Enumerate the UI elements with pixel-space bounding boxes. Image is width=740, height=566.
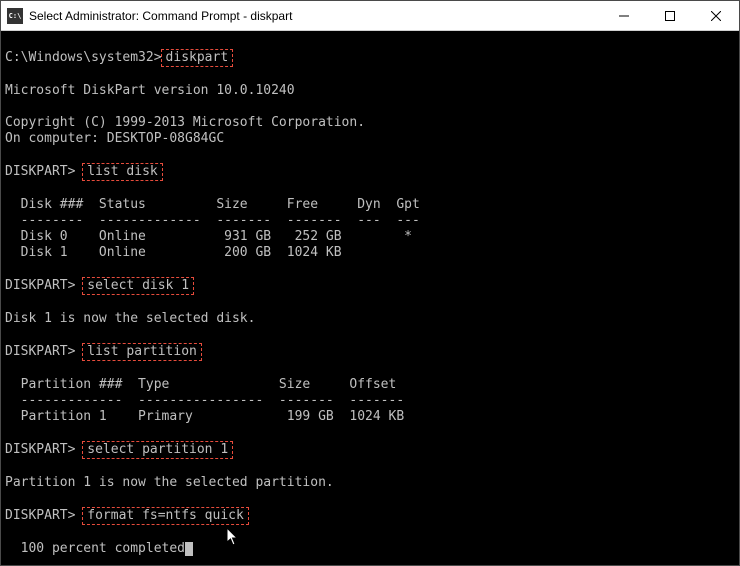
diskpart-prompt: DISKPART>: [5, 442, 83, 457]
cmd-select-partition: select partition 1: [82, 441, 233, 459]
diskpart-prompt: DISKPART>: [5, 508, 83, 523]
diskpart-prompt: DISKPART>: [5, 164, 83, 179]
disk-row-1: Disk 1 Online 200 GB 1024 KB: [5, 245, 342, 260]
select-partition-msg: Partition 1 is now the selected partitio…: [5, 475, 334, 490]
cmd-list-disk: list disk: [82, 163, 162, 181]
progress-text: 100 percent completed: [5, 541, 185, 556]
disk-row-0: Disk 0 Online 931 GB 252 GB *: [5, 229, 412, 244]
cmd-icon: C:\: [7, 8, 23, 24]
cmd-diskpart: diskpart: [161, 49, 234, 67]
partition-row-1: Partition 1 Primary 199 GB 1024 KB: [5, 409, 404, 424]
cmd-format: format fs=ntfs quick: [82, 507, 249, 525]
titlebar[interactable]: C:\ Select Administrator: Command Prompt…: [1, 1, 739, 31]
text-cursor: [185, 542, 193, 556]
window-title: Select Administrator: Command Prompt - d…: [29, 9, 601, 23]
mouse-cursor-icon: [227, 528, 241, 546]
partition-table-divider: ------------- ---------------- ------- -…: [5, 393, 404, 408]
maximize-button[interactable]: [647, 1, 693, 30]
close-button[interactable]: [693, 1, 739, 30]
diskpart-prompt: DISKPART>: [5, 344, 83, 359]
diskpart-prompt: DISKPART>: [5, 278, 83, 293]
version-text: Microsoft DiskPart version 10.0.10240: [5, 83, 295, 98]
select-disk-msg: Disk 1 is now the selected disk.: [5, 311, 255, 326]
console-area[interactable]: C:\Windows\system32>diskpart Microsoft D…: [1, 31, 739, 565]
cmd-list-partition: list partition: [82, 343, 202, 361]
copyright-text: Copyright (C) 1999-2013 Microsoft Corpor…: [5, 115, 365, 130]
prompt-path: C:\Windows\system32>: [5, 50, 162, 65]
minimize-button[interactable]: [601, 1, 647, 30]
cmd-select-disk: select disk 1: [82, 277, 194, 295]
computer-text: On computer: DESKTOP-08G84GC: [5, 131, 224, 146]
partition-table-header: Partition ### Type Size Offset: [5, 377, 396, 392]
command-prompt-window: C:\ Select Administrator: Command Prompt…: [0, 0, 740, 566]
disk-table-header: Disk ### Status Size Free Dyn Gpt: [5, 197, 420, 212]
window-controls: [601, 1, 739, 30]
disk-table-divider: -------- ------------- ------- ------- -…: [5, 213, 420, 228]
